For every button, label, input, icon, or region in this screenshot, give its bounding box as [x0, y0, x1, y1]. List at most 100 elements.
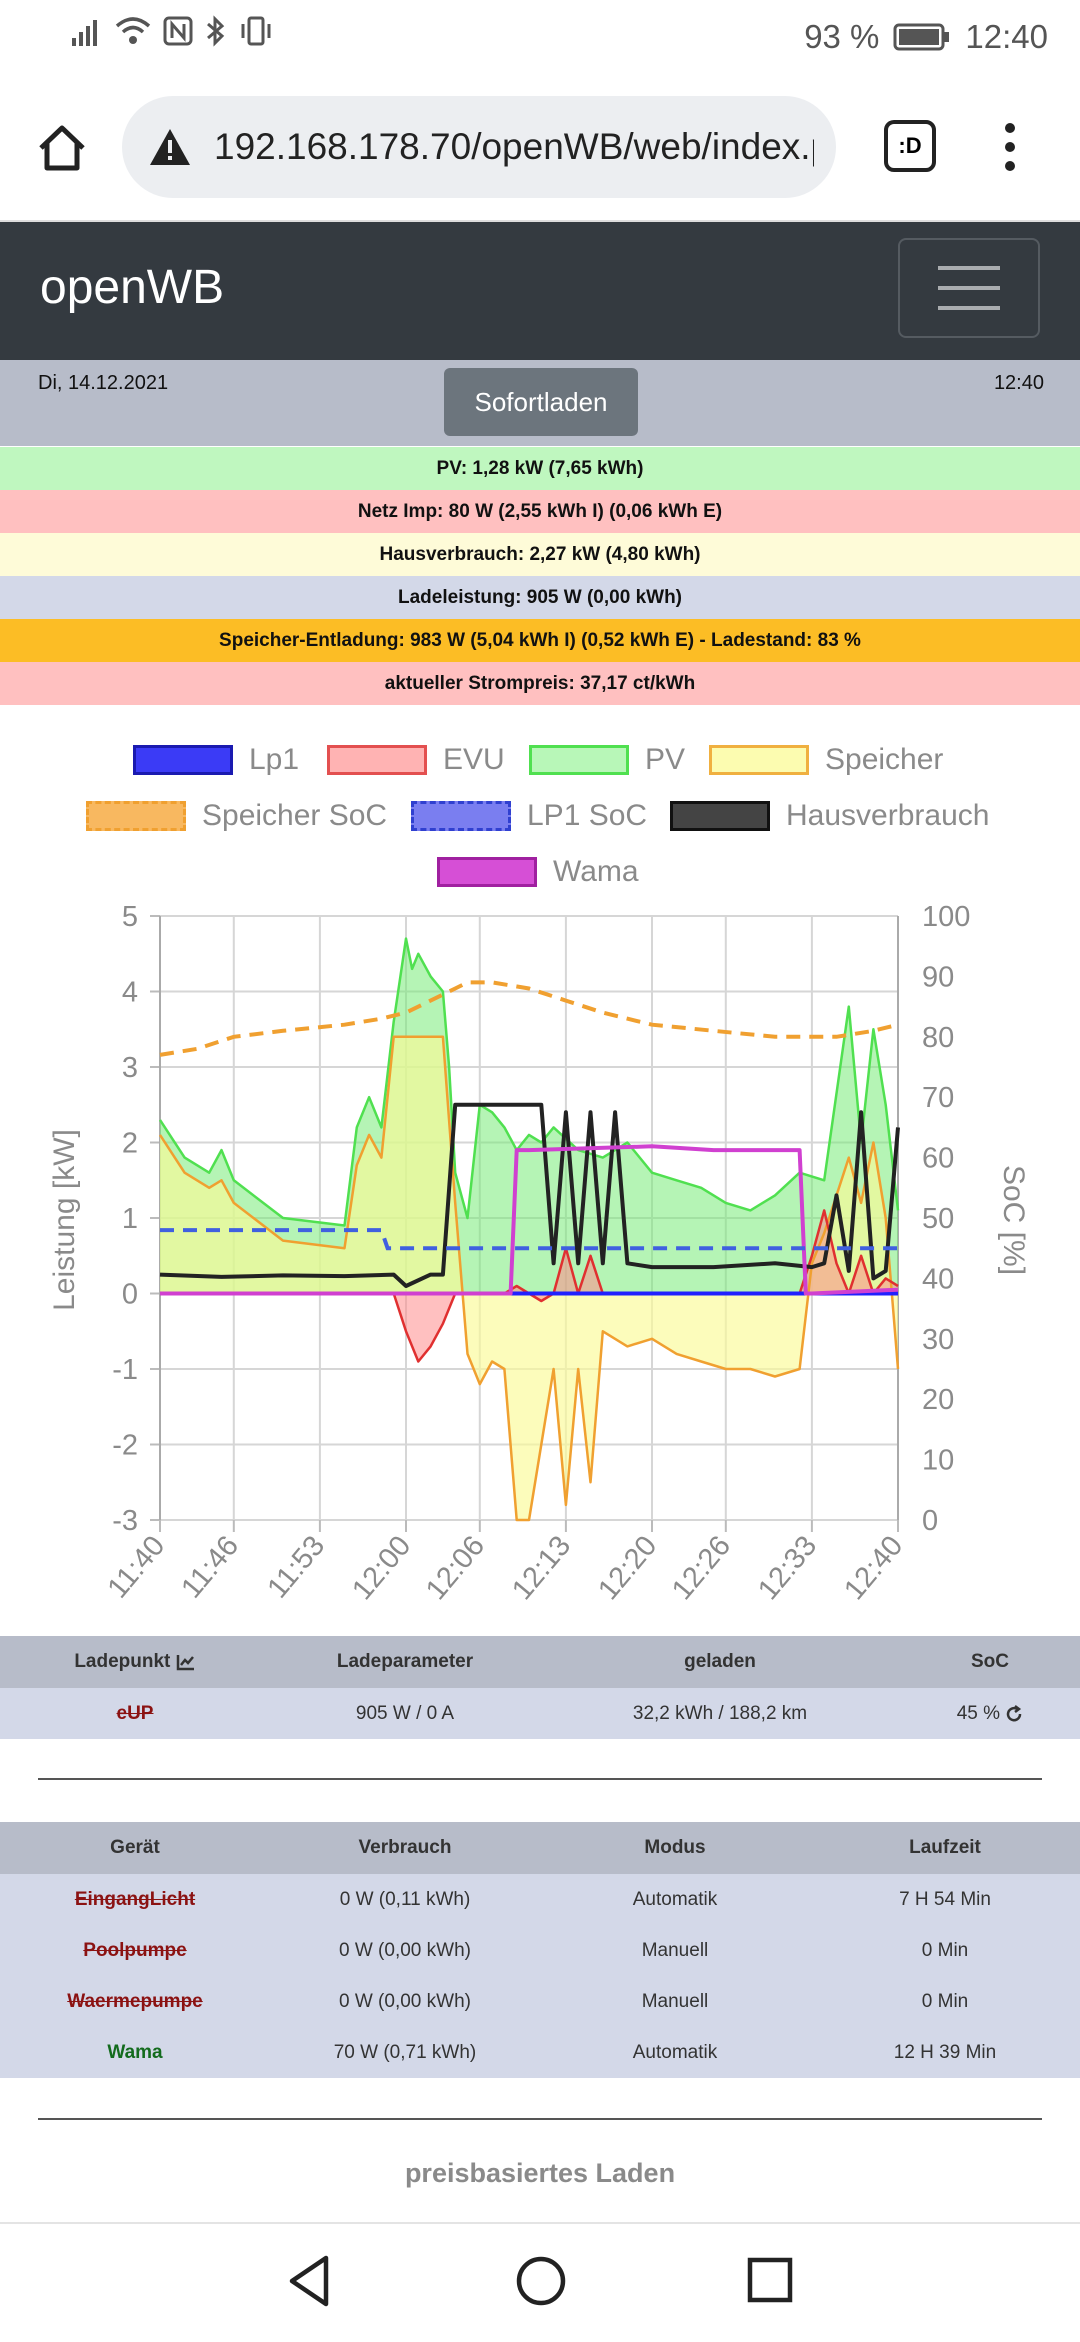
verbrauch-value: 0 W (0,11 kWh) — [339, 1888, 471, 1910]
y-tick-label: 5 — [122, 901, 138, 933]
header-verbrauch: Verbrauch — [358, 1837, 452, 1858]
geraet-name[interactable]: Wama — [107, 2041, 163, 2063]
verbrauch-value: 0 W (0,00 kWh) — [339, 1939, 471, 1961]
table-row: EingangLicht 0 W (0,11 kWh) Automatik 7 … — [0, 1874, 1080, 1925]
legend-item-hausverbrauch[interactable]: Hausverbrauch — [670, 799, 989, 833]
x-tick-label: 12:20 — [592, 1530, 663, 1606]
y2-axis-label: SoC [%] — [997, 1165, 1030, 1275]
geraet-name[interactable]: EingangLicht — [74, 1888, 196, 1910]
legend-label: Wama — [553, 855, 639, 888]
modus-value: Manuell — [641, 1990, 709, 2012]
header-geraet: Gerät — [110, 1837, 160, 1858]
url-text[interactable]: 192.168.178.70/openWB/web/index.pl — [214, 126, 814, 167]
legend-label: Lp1 — [249, 743, 300, 776]
strompreis-info-row: aktueller Strompreis: 37,17 ct/kWh — [0, 662, 1080, 705]
hamburger-icon — [938, 266, 1000, 270]
chart-icon[interactable] — [176, 1653, 196, 1671]
y2-tick-label: 60 — [922, 1143, 954, 1175]
address-bar[interactable]: 192.168.178.70/openWB/web/index.pl — [122, 96, 836, 198]
series-line-hausverbrauch — [159, 1102, 900, 1288]
recents-icon[interactable] — [746, 2256, 794, 2306]
status-bar: 93 % 12:40 — [0, 0, 1080, 76]
legend-item-speicher[interactable]: Speicher — [709, 743, 943, 777]
legend-swatch — [86, 801, 186, 831]
legend-item-pv[interactable]: PV — [529, 743, 685, 777]
ladepunkt-name[interactable]: eUP — [116, 1702, 154, 1724]
date-bar: Di, 14.12.2021 Sofortladen 12:40 — [0, 360, 1080, 446]
time-text: 12:40 — [993, 372, 1044, 394]
more-menu-icon[interactable] — [998, 120, 1022, 174]
sofortladen-button[interactable]: Sofortladen — [444, 368, 638, 436]
series-area-pv — [160, 938, 898, 1294]
laufzeit-value: 0 Min — [921, 1939, 969, 1961]
hausverbrauch-info-row: Hausverbrauch: 2,27 kW (4,80 kWh) — [0, 533, 1080, 576]
netz-info-row: Netz Imp: 80 W (2,55 kWh I) (0,06 kWh E) — [0, 490, 1080, 533]
y-tick-label: -3 — [112, 1505, 138, 1537]
home-icon[interactable] — [36, 122, 88, 174]
y-tick-label: -1 — [112, 1354, 138, 1386]
app-navbar: openWB — [0, 222, 1080, 360]
legend-swatch — [709, 745, 809, 775]
table-row: Wama 70 W (0,71 kWh) Automatik 12 H 39 M… — [0, 2027, 1080, 2078]
preisbasiertes-laden-heading[interactable]: preisbasiertes Laden — [404, 2158, 676, 2188]
header-modus: Modus — [644, 1837, 706, 1858]
legend-item-evu[interactable]: EVU — [327, 743, 505, 777]
header-laufzeit: Laufzeit — [909, 1837, 981, 1858]
series-line-evu — [160, 1209, 899, 1363]
legend-swatch — [437, 857, 537, 887]
bluetooth-icon — [207, 15, 225, 47]
x-tick-label: 12:26 — [666, 1530, 737, 1606]
y2-tick-label: 100 — [922, 901, 970, 933]
series-area-evu — [160, 1210, 898, 1362]
ladeleistung-info-row: Ladeleistung: 905 W (0,00 kWh) — [0, 576, 1080, 619]
y2-tick-label: 90 — [922, 961, 954, 993]
legend-item-lp1[interactable]: Lp1 — [133, 743, 299, 777]
nfc-icon — [163, 16, 193, 46]
warning-icon[interactable] — [148, 127, 192, 167]
header-geladen: geladen — [684, 1651, 756, 1672]
header-soc: SoC — [971, 1651, 1009, 1672]
tab-switcher-button[interactable]: :D — [884, 120, 936, 172]
legend-label: Speicher — [825, 743, 944, 776]
legend-swatch — [670, 801, 770, 831]
geraet-name[interactable]: Poolpumpe — [83, 1939, 187, 1961]
home-nav-icon[interactable] — [514, 2254, 568, 2308]
chart-areas — [160, 938, 898, 1520]
series-line-pv — [158, 937, 900, 1227]
legend-label: Hausverbrauch — [786, 799, 990, 832]
pv-info-row: PV: 1,28 kW (7,65 kWh) — [0, 447, 1080, 490]
legend-label: EVU — [443, 743, 505, 776]
header-ladeparameter: Ladeparameter — [336, 1651, 474, 1672]
legend-item-speicher-soc[interactable]: Speicher SoC — [86, 799, 387, 833]
table-row: eUP 905 W / 0 A 32,2 kWh / 188,2 km 45 % — [0, 1688, 1080, 1739]
clock: 12:40 — [965, 18, 1048, 55]
x-tick-label: 11:53 — [261, 1530, 331, 1605]
series-line-wama — [160, 1144, 899, 1296]
ladepunkt-table-header: Ladepunkt Ladeparameter geladen SoC — [0, 1636, 1080, 1688]
header-ladepunkt[interactable]: Ladepunkt — [0, 1636, 270, 1688]
back-icon[interactable] — [286, 2254, 334, 2308]
y-tick-label: 4 — [122, 977, 138, 1009]
geraet-name[interactable]: Waermepumpe — [67, 1990, 203, 2012]
x-tick-label: 11:46 — [175, 1530, 245, 1605]
hamburger-line — [938, 306, 1000, 310]
legend-label: LP1 SoC — [527, 799, 648, 832]
legend-item-wama[interactable]: Wama — [437, 855, 639, 889]
tab-count: :D — [898, 133, 922, 158]
refresh-icon[interactable] — [1005, 1704, 1023, 1723]
brand-logo[interactable]: openWB — [40, 261, 225, 314]
y2-tick-label: 20 — [922, 1384, 954, 1416]
vibrate-icon — [241, 16, 271, 46]
date-text: Di, 14.12.2021 — [38, 372, 169, 394]
menu-toggle-button[interactable] — [898, 238, 1040, 338]
legend-item-lp1-soc[interactable]: LP1 SoC — [411, 799, 647, 833]
table-row: Waermepumpe 0 W (0,00 kWh) Manuell 0 Min — [0, 1976, 1080, 2027]
legend-label: Speicher SoC — [202, 799, 388, 832]
status-icons — [70, 14, 274, 48]
ladeparameter-value: 905 W / 0 A — [355, 1702, 455, 1724]
verbrauch-value: 0 W (0,00 kWh) — [339, 1990, 471, 2012]
soc-cell: 45 % — [900, 1688, 1080, 1739]
x-tick-label: 11:40 — [102, 1530, 172, 1605]
speicher-info-row: Speicher-Entladung: 983 W (5,04 kWh I) (… — [0, 619, 1080, 662]
